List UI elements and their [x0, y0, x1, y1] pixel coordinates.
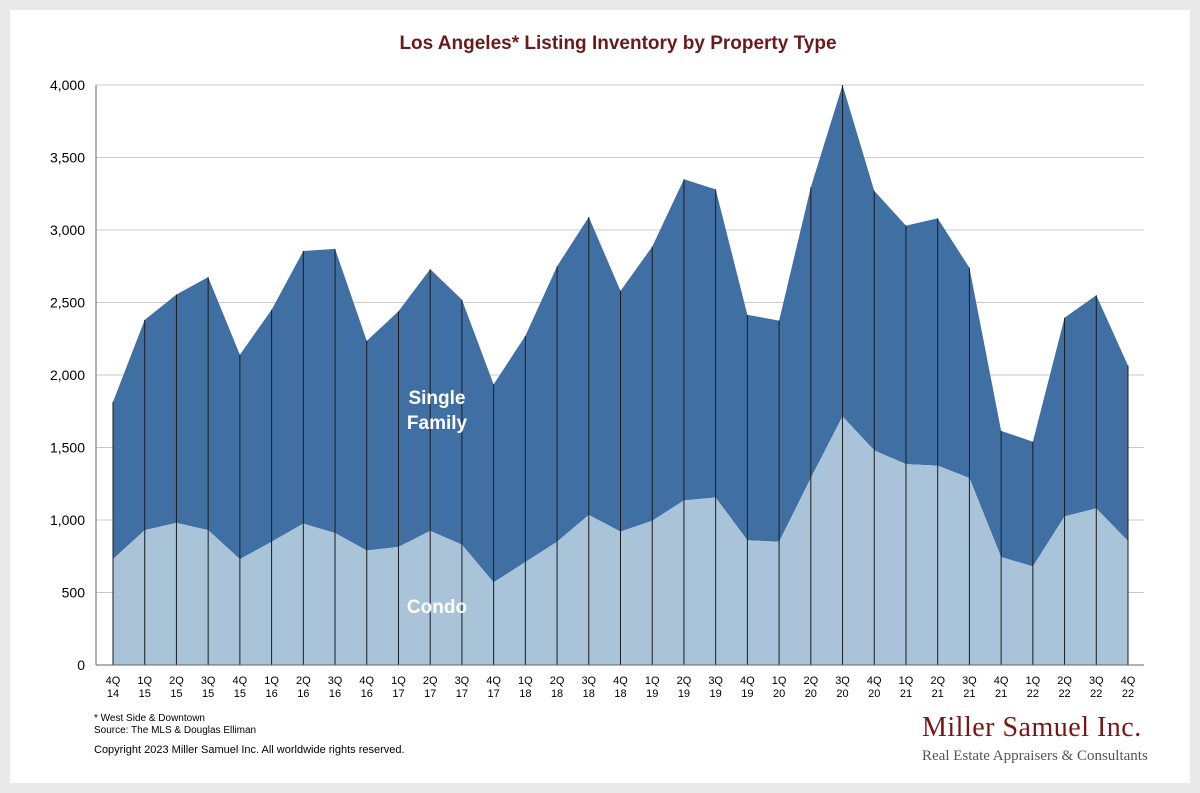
x-tick-label-quarter: 2Q — [423, 675, 438, 687]
y-tick-label: 0 — [77, 657, 85, 673]
y-tick-label: 2,000 — [50, 367, 85, 383]
x-tick-label-year: 22 — [1090, 688, 1102, 700]
brand-name: Miller Samuel Inc. — [922, 712, 1142, 743]
x-tick-label-quarter: 3Q — [201, 675, 216, 687]
y-tick-label: 1,000 — [50, 512, 85, 528]
series-label-condo: Condo — [407, 597, 467, 618]
x-tick-label-quarter: 4Q — [106, 675, 121, 687]
x-tick-label-quarter: 1Q — [772, 675, 787, 687]
x-tick-label-year: 15 — [234, 688, 246, 700]
x-tick-label-year: 19 — [646, 688, 658, 700]
x-tick-label-year: 17 — [424, 688, 436, 700]
x-tick-label-quarter: 1Q — [899, 675, 914, 687]
x-tick-label-year: 18 — [519, 688, 531, 700]
y-tick-label: 500 — [62, 585, 86, 601]
x-tick-label-quarter: 3Q — [581, 675, 596, 687]
x-tick-label-quarter: 2Q — [803, 675, 818, 687]
y-tick-labels: 0 500 1,000 1,500 2,000 2,500 3,000 3,500 4,000 — [50, 77, 85, 673]
x-tick-label-quarter: 2Q — [930, 675, 945, 687]
x-tick-label-quarter: 3Q — [328, 675, 343, 687]
x-tick-label-year: 14 — [107, 688, 119, 700]
x-tick-label-quarter: 1Q — [137, 675, 152, 687]
x-tick-label-year: 20 — [773, 688, 785, 700]
axes — [95, 85, 1144, 666]
category-dividers — [112, 85, 1129, 665]
x-tick-label-quarter: 3Q — [962, 675, 977, 687]
x-tick-label-year: 22 — [1058, 688, 1070, 700]
x-tick-label-year: 16 — [297, 688, 309, 700]
x-tick-label-year: 16 — [329, 688, 341, 700]
x-tick-label-year: 15 — [202, 688, 214, 700]
x-tick-label-quarter: 3Q — [835, 675, 850, 687]
x-tick-label-year: 22 — [1027, 688, 1039, 700]
x-tick-label-year: 15 — [170, 688, 182, 700]
x-tick-label-quarter: 1Q — [391, 675, 406, 687]
x-tick-label-year: 16 — [265, 688, 277, 700]
footnote-region: * West Side & Downtown — [94, 713, 205, 724]
copyright: Copyright 2023 Miller Samuel Inc. All wo… — [94, 744, 405, 756]
brand-tagline: Real Estate Appraisers & Consultants — [922, 748, 1148, 764]
x-tick-label-quarter: 3Q — [708, 675, 723, 687]
x-tick-label-year: 21 — [963, 688, 975, 700]
y-tick-label: 1,500 — [50, 440, 85, 456]
y-tick-label: 3,500 — [50, 150, 85, 166]
x-tick-label-quarter: 3Q — [1089, 675, 1104, 687]
x-tick-label-year: 21 — [932, 688, 944, 700]
chart-title: Los Angeles* Listing Inventory by Proper… — [399, 33, 837, 54]
x-tick-label-year: 18 — [614, 688, 626, 700]
x-tick-label-quarter: 4Q — [613, 675, 628, 687]
x-tick-label-year: 17 — [392, 688, 404, 700]
brand-logo: Miller Samuel Inc. Real Estate Appraiser… — [922, 712, 1162, 765]
x-tick-label-year: 20 — [868, 688, 880, 700]
x-tick-label-quarter: 2Q — [1057, 675, 1072, 687]
x-tick-label-quarter: 1Q — [264, 675, 279, 687]
x-tick-label-quarter: 4Q — [359, 675, 374, 687]
y-tick-label: 2,500 — [50, 295, 85, 311]
x-tick-label-year: 21 — [995, 688, 1007, 700]
x-tick-label-quarter: 4Q — [867, 675, 882, 687]
x-tick-label-quarter: 4Q — [233, 675, 248, 687]
x-tick-label-year: 20 — [805, 688, 817, 700]
x-tick-label-quarter: 2Q — [296, 675, 311, 687]
x-tick-label-quarter: 1Q — [645, 675, 660, 687]
x-tick-label-quarter: 2Q — [169, 675, 184, 687]
x-tick-labels: 4Q141Q152Q153Q154Q151Q162Q163Q164Q161Q17… — [106, 675, 1136, 700]
x-tick-label-quarter: 3Q — [455, 675, 470, 687]
footnote-source: Source: The MLS & Douglas Elliman — [94, 725, 257, 736]
series-label-single-family-1: Single — [408, 388, 465, 409]
x-tick-label-year: 22 — [1122, 688, 1134, 700]
x-tick-label-year: 17 — [488, 688, 500, 700]
y-tick-label: 4,000 — [50, 77, 85, 93]
footnotes: * West Side & Downtown Source: The MLS &… — [94, 713, 256, 737]
x-tick-label-quarter: 4Q — [1121, 675, 1136, 687]
x-tick-label-year: 19 — [741, 688, 753, 700]
x-tick-label-year: 19 — [678, 688, 690, 700]
x-tick-label-quarter: 4Q — [994, 675, 1009, 687]
x-tick-label-quarter: 4Q — [740, 675, 755, 687]
x-tick-label-year: 20 — [836, 688, 848, 700]
x-tick-label-quarter: 1Q — [518, 675, 533, 687]
x-tick-label-quarter: 2Q — [677, 675, 692, 687]
x-tick-label-year: 17 — [456, 688, 468, 700]
y-tick-label: 3,000 — [50, 222, 85, 238]
x-tick-label-quarter: 4Q — [486, 675, 501, 687]
x-tick-label-quarter: 1Q — [1026, 675, 1041, 687]
x-tick-label-year: 18 — [583, 688, 595, 700]
x-tick-label-year: 19 — [710, 688, 722, 700]
series-label-single-family-2: Family — [407, 413, 468, 434]
x-tick-label-year: 16 — [361, 688, 373, 700]
x-tick-label-year: 21 — [900, 688, 912, 700]
x-tick-label-year: 15 — [139, 688, 151, 700]
x-tick-label-quarter: 2Q — [550, 675, 565, 687]
x-tick-label-year: 18 — [551, 688, 563, 700]
